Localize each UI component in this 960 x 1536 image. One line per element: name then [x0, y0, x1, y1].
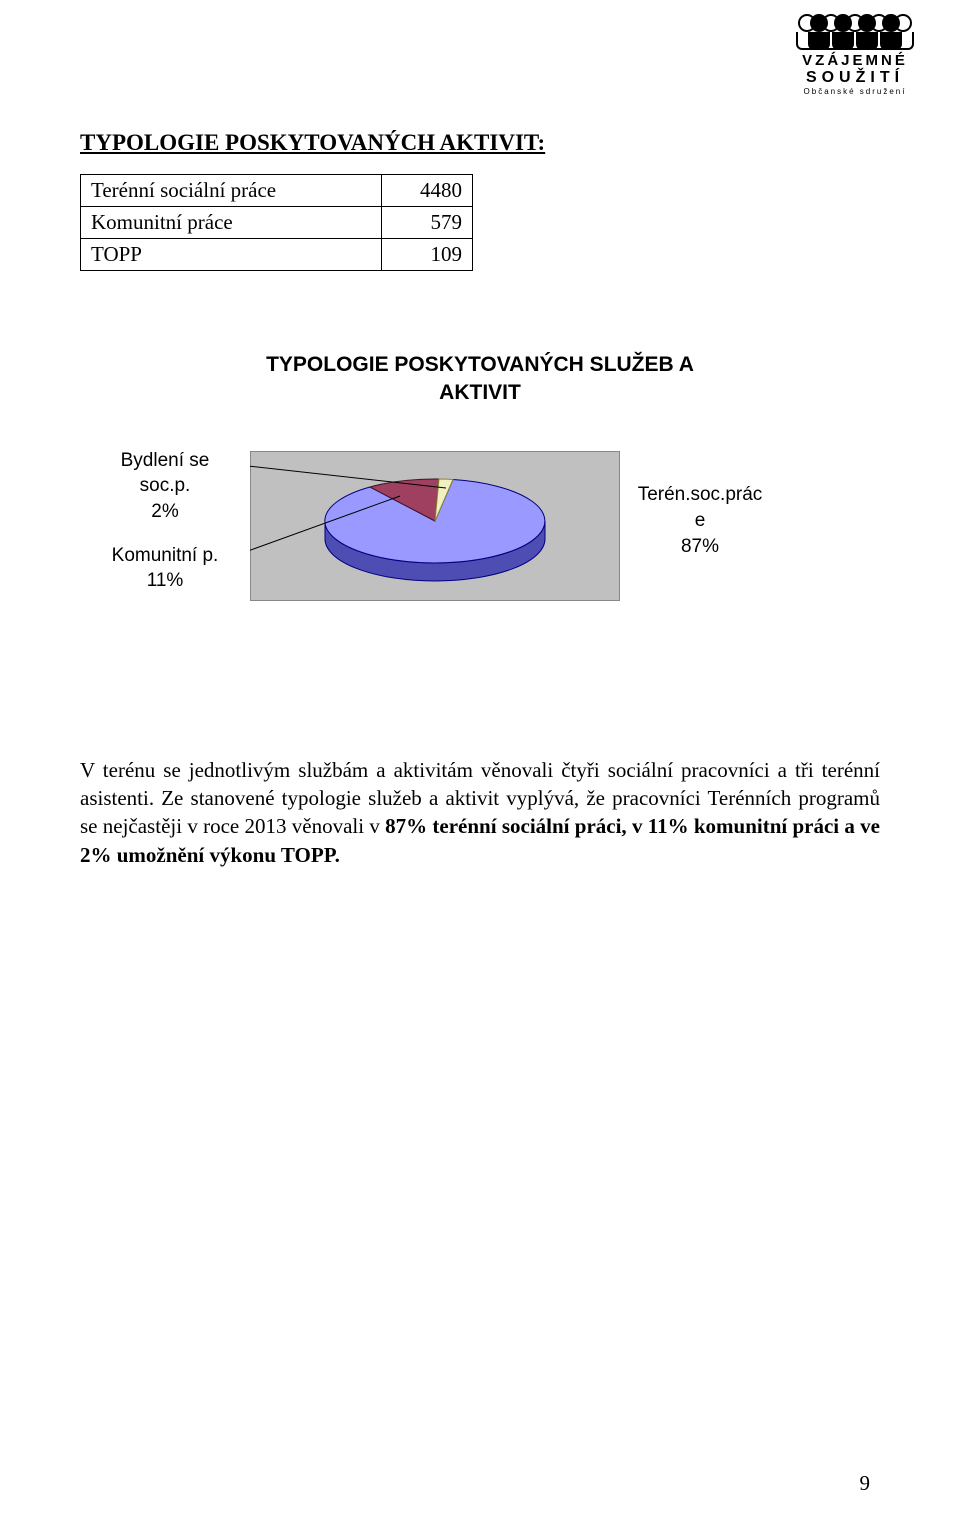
chart-title-line2: AKTIVIT: [439, 381, 521, 404]
page-number: 9: [860, 1471, 871, 1496]
chart-label-komunitni-l1: Komunitní p.: [112, 545, 219, 566]
chart-block: TYPOLOGIE POSKYTOVANÝCH SLUŽEB A AKTIVIT…: [80, 351, 880, 626]
leader-line-bydleni: [250, 466, 446, 488]
chart-label-komunitni-l2: 11%: [147, 570, 184, 591]
chart-right-labels: Terén.soc.prác e 87%: [620, 482, 780, 559]
logo-text-line2: SOUŽITÍ: [790, 69, 920, 87]
logo-block: VZÁJEMNÉ SOUŽITÍ Občanské sdružení: [790, 10, 920, 96]
table-row: Komunitní práce 579: [81, 207, 473, 239]
pie-chart-svg: [250, 416, 620, 626]
table-row: Terénní sociální práce 4480: [81, 175, 473, 207]
typology-table: Terénní sociální práce 4480 Komunitní pr…: [80, 174, 473, 271]
table-row: TOPP 109: [81, 239, 473, 271]
logo-text-line1: VZÁJEMNÉ: [790, 52, 920, 69]
chart-title: TYPOLOGIE POSKYTOVANÝCH SLUŽEB A AKTIVIT: [80, 351, 880, 408]
page-title: TYPOLOGIE POSKYTOVANÝCH AKTIVIT:: [80, 0, 880, 156]
table-cell-value: 579: [382, 207, 473, 239]
chart-title-line1: TYPOLOGIE POSKYTOVANÝCH SLUŽEB A: [266, 353, 694, 376]
chart-left-labels: Bydlení se soc.p. 2% Komunitní p. 11%: [80, 448, 250, 594]
chart-label-bydleni-l1: Bydlení se: [121, 450, 210, 471]
chart-label-teren-l2: e: [695, 510, 706, 531]
chart-label-bydleni-l2: soc.p.: [140, 475, 191, 496]
table-cell-label: Terénní sociální práce: [81, 175, 382, 207]
table-cell-value: 4480: [382, 175, 473, 207]
table-cell-value: 109: [382, 239, 473, 271]
chart-area: [250, 416, 620, 626]
chart-label-teren-l3: 87%: [681, 536, 719, 557]
chart-label-teren-l1: Terén.soc.prác: [638, 484, 763, 505]
table-cell-label: Komunitní práce: [81, 207, 382, 239]
logo-text-line3: Občanské sdružení: [790, 87, 920, 96]
chart-label-bydleni-l3: 2%: [151, 501, 178, 522]
logo-icon: [790, 10, 920, 50]
table-cell-label: TOPP: [81, 239, 382, 271]
body-paragraph: V terénu se jednotlivým službám a aktivi…: [80, 756, 880, 869]
